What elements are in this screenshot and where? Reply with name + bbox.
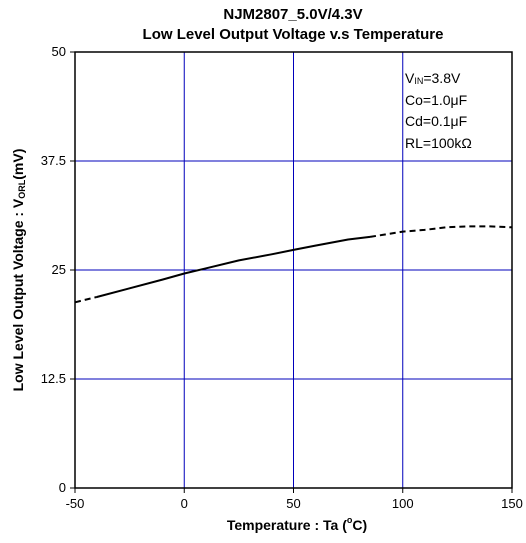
y-tick-label: 37.5 [41,153,66,168]
series-line-solid-1 [96,235,371,298]
x-tick-label: 0 [181,496,188,511]
y-tick-label: 50 [52,44,66,59]
series-layer [74,225,513,304]
condition-rl: RL=100kΩ [405,135,472,151]
series-line-dashed-0 [74,296,98,304]
y-tick-label: 0 [59,480,66,495]
x-tick-label: 100 [392,496,414,511]
chart-title-line1: NJM2807_5.0V/4.3V [223,6,363,23]
x-tick-label: 150 [501,496,523,511]
grid-layer [75,52,512,488]
y-tick-label: 12.5 [41,371,66,386]
series-line-dashed-2 [369,225,513,238]
x-tick-label: -50 [66,496,85,511]
x-axis-title: Temperature : Ta (oC) [227,515,367,533]
y-tick-label: 25 [52,262,66,277]
chart-title-line2: Low Level Output Voltage v.s Temperature [142,26,444,43]
conditions-legend: VIN=3.8V Co=1.0μF Cd=0.1μF RL=100kΩ [405,70,472,151]
condition-cd: Cd=0.1μF [405,113,467,129]
condition-co: Co=1.0μF [405,92,467,108]
condition-vin: VIN=3.8V [405,70,461,86]
x-tick-label: 50 [286,496,300,511]
y-axis-title: Low Level Output Voltage : VORL(mV) [10,149,27,392]
